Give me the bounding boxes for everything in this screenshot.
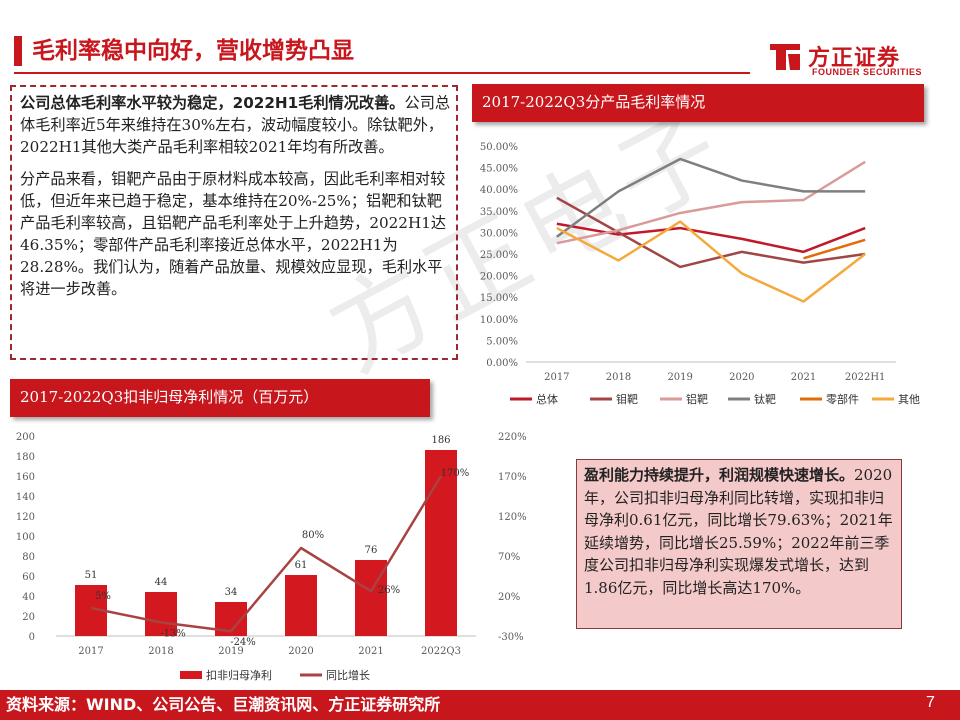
y-left-tick-label: 0 [29, 632, 35, 643]
y-left-tick-label: 140 [16, 492, 35, 503]
y-right-tick-label: 20% [498, 592, 520, 603]
y-left-tick-label: 180 [16, 452, 35, 463]
y-left-tick-label: 20 [22, 612, 35, 623]
growth-value-label: 80% [302, 530, 324, 541]
profit-analysis-text: 盈利能力持续提升，利润规模快速增长。2020年，公司扣非归母净利同比转增，实现扣… [584, 464, 896, 599]
margin-analysis-text: 公司总体毛利率水平较为稳定，2022H1毛利情况改善。公司总体毛利率近5年来维持… [20, 92, 456, 310]
bar-value-label: 51 [85, 570, 98, 581]
y-left-tick-label: 200 [16, 432, 35, 443]
title-underline [14, 72, 750, 74]
series-line-2 [556, 160, 866, 245]
x-tick-label: 2020 [288, 646, 313, 657]
x-tick-label: 2017 [78, 646, 103, 657]
profit-bar [425, 450, 457, 636]
bar-value-label: 76 [365, 545, 378, 556]
y-left-tick-label: 80 [22, 552, 35, 563]
x-tick-label: 2018 [148, 646, 173, 657]
title-accent-bar [14, 36, 22, 66]
chart-header-margin: 2017-2022Q3分产品毛利率情况 [472, 84, 924, 122]
y-right-tick-label: 120% [498, 512, 527, 523]
series-line-1 [556, 196, 866, 269]
x-tick-label: 2019 [218, 646, 243, 657]
y-tick-label: 10.00% [480, 315, 518, 326]
growth-line [90, 475, 443, 633]
x-tick-label: 2021 [358, 646, 383, 657]
y-tick-label: 30.00% [480, 228, 518, 239]
logo-name-en: FOUNDER SECURITIES [812, 67, 923, 77]
growth-value-label: -24% [230, 637, 256, 648]
source-note: 资料来源：WIND、公司公告、巨潮资讯网、方正证券研究所 [6, 695, 441, 714]
y-right-tick-label: -30% [498, 632, 524, 643]
margin-lead: 公司总体毛利率水平较为稳定，2022H1毛利情况改善。 [20, 94, 405, 112]
legend-label: 其他 [898, 393, 920, 406]
legend-label: 钛靶 [754, 392, 776, 406]
margin-line-chart: 0.00% 5.00% 10.00% 15.00% 20.00% 25.00% 30.00%… [480, 142, 920, 406]
growth-value-label: 26% [378, 585, 400, 596]
growth-value-label: 170% [441, 468, 470, 479]
bar-value-label: 34 [225, 587, 238, 598]
legend-label: 扣非归母净利 [206, 668, 272, 682]
bar-value-label: 186 [431, 435, 450, 446]
y-tick-label: 5.00% [486, 336, 518, 347]
y-tick-label: 40.00% [480, 185, 518, 196]
summary-box-profit [576, 459, 902, 629]
legend-label: 铝靶 [686, 392, 708, 406]
x-tick-label: 2022Q3 [421, 646, 461, 657]
y-right-tick-label: 220% [498, 432, 527, 443]
y-tick-label: 0.00% [486, 358, 518, 369]
y-left-tick-label: 120 [16, 512, 35, 523]
growth-value-label: 5% [95, 591, 111, 602]
bar-value-label: 44 [155, 577, 168, 588]
logo-name-cn: 方正证券 [808, 46, 901, 71]
legend-label: 钼靶 [616, 392, 638, 406]
margin-detail: 公司总体毛利率近5年来维持在30%左右，波动幅度较小。除钛靶外，2022H1其他… [20, 94, 451, 156]
x-tick-label: 2022H1 [845, 372, 886, 383]
x-tick-label: 2018 [606, 372, 631, 383]
y-tick-label: 50.00% [480, 142, 518, 153]
series-line-5 [556, 220, 866, 303]
y-left-tick-label: 40 [22, 592, 35, 603]
legend-label: 零部件 [826, 392, 859, 406]
y-tick-label: 15.00% [480, 293, 518, 304]
profit-bar [145, 592, 177, 636]
series-line-4 [803, 238, 866, 260]
page-number: 7 [926, 694, 935, 711]
series-line-3 [556, 157, 866, 238]
footer-bar [0, 690, 960, 720]
y-right-tick-label: 70% [498, 552, 520, 563]
y-left-tick-label: 160 [16, 472, 35, 483]
page-title: 毛利率稳中向好，营收增势凸显 [32, 38, 354, 64]
growth-value-label: -13% [160, 628, 186, 639]
y-tick-label: 45.00% [480, 164, 518, 175]
legend-label: 同比增长 [326, 668, 370, 682]
margin-product-analysis: 分产品来看，钼靶产品由于原材料成本较高，因此毛利率相对较低，但近年来已趋于稳定，… [20, 170, 447, 298]
legend-label: 总体 [536, 392, 558, 406]
profit-detail: 2020年，公司扣非归母净利同比转增，实现扣非归母净利0.61亿元，同比增长79… [584, 466, 893, 597]
y-tick-label: 35.00% [480, 207, 518, 218]
summary-box-margin [10, 85, 458, 360]
founder-logo: 方正证券 FOUNDER SECURITIES [768, 38, 948, 82]
profit-lead: 盈利能力持续提升，利润规模快速增长。 [584, 466, 855, 484]
x-tick-label: 2019 [667, 372, 692, 383]
y-left-tick-label: 60 [22, 572, 35, 583]
x-tick-label: 2020 [729, 372, 754, 383]
y-tick-label: 20.00% [480, 272, 518, 283]
chart-header-profit: 2017-2022Q3扣非归母净利情况（百万元） [10, 379, 430, 417]
y-left-tick-label: 100 [16, 532, 35, 543]
legend-swatch-bar [180, 671, 202, 679]
x-tick-label: 2017 [544, 372, 569, 383]
x-tick-label: 2021 [791, 372, 816, 383]
profit-bar [285, 575, 317, 636]
bar-value-label: 61 [295, 560, 308, 571]
y-tick-label: 25.00% [480, 250, 518, 261]
profit-combo-chart: 0 20 40 60 80 100 120 140 160 180 200 -30% 20% 70% 120… [16, 432, 527, 682]
y-right-tick-label: 170% [498, 472, 527, 483]
founder-logo-icon [770, 44, 800, 70]
